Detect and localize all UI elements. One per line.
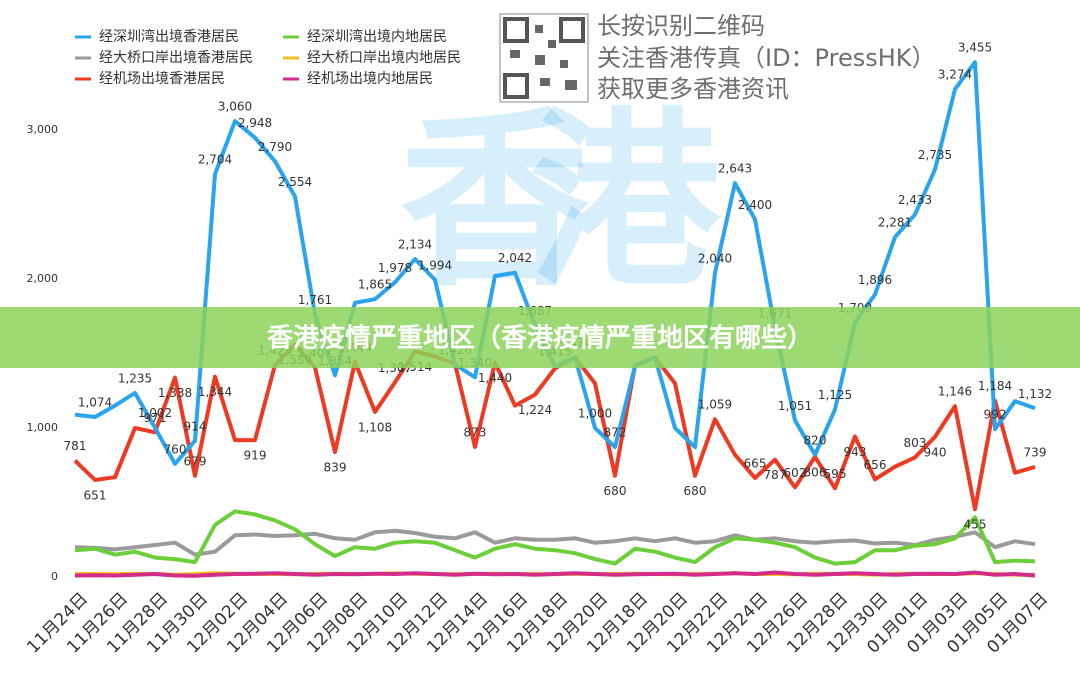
data-label: 760 <box>164 442 187 456</box>
banner-band <box>0 307 1080 368</box>
data-label: 992 <box>984 408 1007 422</box>
banner-text: 香港疫情严重地区（香港疫情严重地区有哪些） <box>267 323 813 354</box>
data-label: 1,344 <box>198 385 232 399</box>
series-line <box>73 342 1036 512</box>
data-label: 803 <box>904 436 927 450</box>
series-line <box>74 570 1036 578</box>
data-label: 914 <box>184 419 207 433</box>
data-label: 2,040 <box>698 252 732 266</box>
data-label: 651 <box>84 489 107 503</box>
data-label: 3,274 <box>938 68 972 82</box>
header-line: 长按识别二维码 <box>597 12 765 40</box>
data-label: 2,281 <box>878 216 912 230</box>
data-label: 1,184 <box>978 379 1012 393</box>
data-label: 1,994 <box>418 258 452 272</box>
data-label: 1,074 <box>78 395 112 409</box>
data-label: 2,134 <box>398 238 432 252</box>
data-label: 1,108 <box>358 420 392 434</box>
data-label: 1,002 <box>138 406 172 420</box>
data-label: 1,051 <box>778 399 812 413</box>
y-tick-label: 2,000 <box>27 272 59 285</box>
data-label: 3,060 <box>218 100 252 114</box>
data-label: 820 <box>804 433 827 447</box>
data-label: 1,132 <box>1018 387 1052 401</box>
legend-label: 经机场出境内地居民 <box>307 71 433 87</box>
y-tick-label: 1,000 <box>27 421 59 434</box>
data-label: 1,865 <box>358 278 392 292</box>
data-label: 455 <box>964 518 987 532</box>
data-label: 1,440 <box>478 371 512 385</box>
data-label: 2,948 <box>238 116 272 130</box>
data-label: 1,059 <box>698 398 732 412</box>
data-label: 2,704 <box>198 153 232 167</box>
data-label: 602 <box>784 466 807 480</box>
data-label: 940 <box>924 445 947 459</box>
data-label: 2,400 <box>738 198 772 212</box>
y-tick-label: 0 <box>51 570 58 583</box>
legend-label: 经机场出境香港居民 <box>99 71 225 87</box>
series-line <box>74 509 1036 566</box>
data-label: 839 <box>324 460 347 474</box>
data-label: 781 <box>64 439 87 453</box>
data-label: 2,042 <box>498 251 532 265</box>
data-label: 665 <box>744 456 767 470</box>
data-label: 595 <box>824 467 847 481</box>
data-label: 2,735 <box>918 148 952 162</box>
data-label: 679 <box>184 454 207 468</box>
data-label: 1,146 <box>938 385 972 399</box>
data-label: 2,643 <box>718 162 752 176</box>
legend-label: 经深圳湾出境内地居民 <box>307 28 447 45</box>
data-label: 1,761 <box>298 293 332 307</box>
data-label: 2,790 <box>258 140 292 154</box>
header-line: 关注香港传真（ID：PressHK） <box>597 44 936 72</box>
legend-label: 经大桥口岸出境内地居民 <box>307 50 461 66</box>
legend-label: 经深圳湾出境香港居民 <box>99 28 239 45</box>
data-label: 943 <box>844 445 867 459</box>
data-label: 1,978 <box>378 261 412 275</box>
data-label: 680 <box>604 484 627 498</box>
data-label: 1,000 <box>578 407 612 421</box>
data-label: 1,235 <box>118 371 152 385</box>
data-label: 2,554 <box>278 175 312 189</box>
data-label: 787 <box>764 468 787 482</box>
qr-code <box>499 13 589 103</box>
legend-label: 经大桥口岸出境香港居民 <box>99 50 253 66</box>
data-label: 1,125 <box>818 388 852 402</box>
data-label: 873 <box>464 425 487 439</box>
data-label: 3,455 <box>958 41 992 55</box>
data-label: 680 <box>684 484 707 498</box>
data-label: 971 <box>144 411 167 425</box>
data-label: 872 <box>604 426 627 440</box>
data-label: 1,896 <box>858 273 892 287</box>
data-label: 1,224 <box>518 403 552 417</box>
data-label: 2,433 <box>898 193 932 207</box>
series-line <box>74 528 1036 557</box>
data-label: 1,338 <box>158 386 192 400</box>
data-label: 739 <box>1024 445 1047 459</box>
header-line: 获取更多香港资讯 <box>597 75 789 103</box>
data-label: 919 <box>244 449 267 463</box>
watermark: 港 <box>530 91 722 312</box>
data-label: 806 <box>804 465 827 479</box>
y-tick-label: 3,000 <box>27 123 59 136</box>
data-label: 656 <box>864 458 887 472</box>
